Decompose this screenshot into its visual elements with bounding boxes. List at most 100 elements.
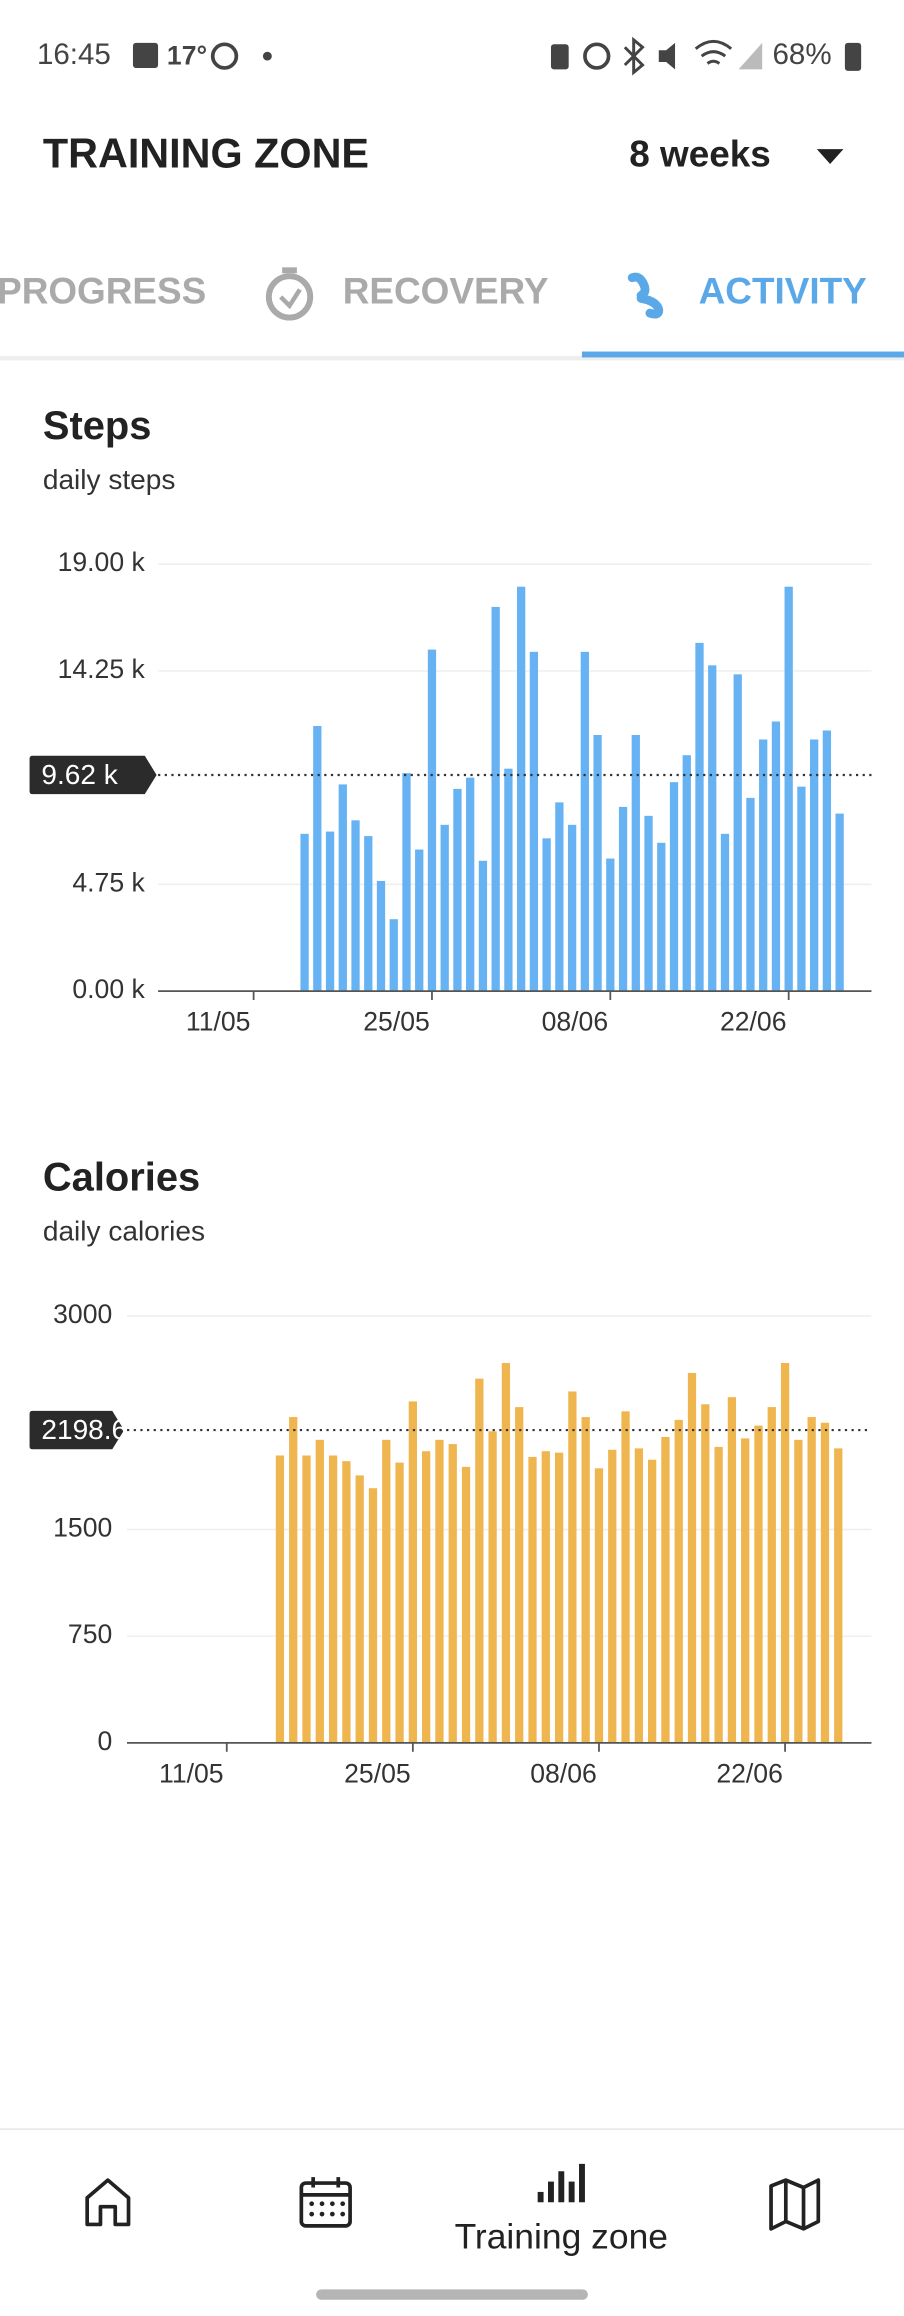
- average-label: 2198.6: [41, 1414, 127, 1445]
- wifi-icon: [694, 39, 733, 65]
- recovery-icon: [279, 288, 302, 310]
- bar: [542, 838, 551, 992]
- bar: [364, 836, 373, 992]
- bar: [767, 1407, 776, 1743]
- tab-recovery[interactable]: RECOVERY: [343, 271, 549, 312]
- gallery-icon: [132, 42, 159, 68]
- x-tick-label: 22/06: [716, 1758, 783, 1788]
- bar: [682, 755, 691, 992]
- battery-icon: [844, 42, 862, 71]
- bar: [567, 824, 577, 992]
- tab-activity[interactable]: ACTIVITY: [699, 271, 868, 312]
- dropdown-arrow[interactable]: [816, 149, 844, 164]
- mute-icon: [658, 42, 676, 70]
- bar: [674, 1419, 683, 1743]
- bar: [648, 1459, 657, 1743]
- bar: [376, 881, 386, 992]
- nav-home[interactable]: [85, 2178, 131, 2227]
- status-icon: [550, 44, 569, 70]
- nav-calendar: [301, 2177, 351, 2197]
- bar: [759, 739, 768, 992]
- bar: [822, 730, 832, 992]
- period-select[interactable]: 8 weeks: [629, 133, 771, 174]
- y-tick-label: 750: [68, 1619, 112, 1649]
- bar: [275, 1455, 285, 1743]
- bluetooth-icon: [623, 36, 645, 76]
- bar: [733, 674, 742, 992]
- page-title: TRAINING ZONE: [43, 130, 369, 176]
- bar: [515, 1407, 524, 1743]
- y-tick-label: 14.25 k: [58, 654, 146, 684]
- bar: [657, 842, 666, 992]
- y-tick-label: 19.00 k: [58, 547, 146, 577]
- bar: [580, 651, 589, 992]
- x-tick-label: 25/05: [344, 1758, 411, 1788]
- average-badge: [29, 755, 157, 795]
- x-tick-label: 11/05: [186, 1007, 251, 1037]
- bar: [714, 1446, 723, 1743]
- alarm-icon: [583, 42, 611, 70]
- bar: [820, 1422, 830, 1743]
- bar: [608, 1449, 617, 1743]
- bar: [302, 1455, 311, 1743]
- bar: [475, 1378, 484, 1743]
- nav-divider: [0, 2128, 904, 2130]
- bar: [351, 820, 360, 992]
- bar: [797, 786, 806, 992]
- bar: [300, 833, 309, 992]
- bar: [415, 849, 424, 992]
- recovery-icon: [265, 273, 314, 321]
- nav-label[interactable]: Training zone: [455, 2217, 668, 2257]
- x-tick-label: 11/05: [159, 1758, 224, 1788]
- bar: [466, 777, 475, 992]
- bar: [568, 1391, 577, 1743]
- bar: [644, 815, 653, 992]
- bar: [794, 1439, 803, 1743]
- x-tick-label: 25/05: [363, 1007, 430, 1037]
- bar: [631, 734, 640, 992]
- bar: [528, 1456, 537, 1743]
- status-time: 16:45: [37, 38, 111, 71]
- bar: [435, 1439, 444, 1743]
- y-tick-label: 0: [97, 1726, 112, 1756]
- bar: [504, 768, 513, 992]
- bar: [368, 1488, 378, 1743]
- status-temperature: 17°: [167, 41, 207, 71]
- bar: [695, 642, 704, 992]
- bar: [701, 1404, 710, 1743]
- bar: [835, 813, 844, 992]
- x-tick-label: 08/06: [542, 1007, 609, 1037]
- bar: [491, 606, 500, 992]
- chart-subtitle: daily steps: [43, 464, 176, 495]
- bar: [784, 586, 793, 992]
- bar: [606, 858, 615, 992]
- bar: [669, 782, 679, 992]
- activity-icon: [627, 272, 664, 319]
- bar: [746, 797, 755, 992]
- bar: [621, 1411, 630, 1743]
- nav-calendar[interactable]: [299, 2181, 352, 2228]
- bar: [594, 1468, 604, 1743]
- y-tick-label: 4.75 k: [72, 867, 145, 897]
- bar: [687, 1372, 697, 1743]
- tab-progress[interactable]: PROGRESS: [0, 271, 206, 312]
- average-badge: [29, 1410, 125, 1450]
- bar: [427, 649, 437, 992]
- bar: [741, 1438, 750, 1743]
- bar: [661, 1436, 670, 1743]
- nav-training-zone[interactable]: [537, 2163, 585, 2203]
- bar: [593, 734, 602, 992]
- chart-title: Calories: [43, 1156, 200, 1200]
- recovery-icon: [282, 267, 297, 274]
- bar: [618, 806, 628, 992]
- y-tick-label: 0.00 k: [72, 974, 145, 1004]
- bar: [408, 1401, 417, 1743]
- bar: [807, 1417, 816, 1743]
- nav-map[interactable]: [769, 2178, 821, 2231]
- bar: [402, 773, 411, 992]
- bar: [325, 831, 335, 992]
- chart-subtitle: daily calories: [43, 1216, 205, 1247]
- bar: [720, 833, 730, 992]
- x-tick-label: 22/06: [720, 1007, 787, 1037]
